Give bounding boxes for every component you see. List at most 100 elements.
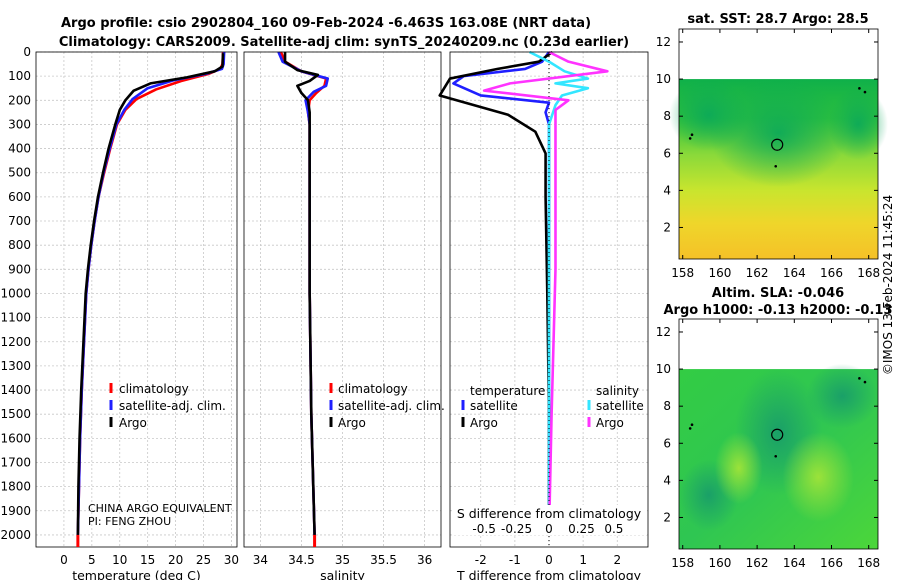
panel-sla_map: 2 4 6 8 10 12 158 160 162 164 166 168 (656, 318, 880, 570)
y-tick-label: 100 (8, 69, 31, 83)
x-tick-label: 160 (708, 266, 731, 280)
legend-label: satellite (470, 399, 518, 413)
y-tick-label: 1000 (0, 286, 31, 300)
x-tick-label: 34.5 (288, 553, 315, 567)
legend-label: satellite-adj. clim. (338, 399, 445, 413)
series-line-s-argo (482, 50, 609, 535)
s-tick-label: -0.5 (472, 522, 495, 536)
x-tick-label: 34 (253, 553, 268, 567)
figure-title-line2: Climatology: CARS2009. Satellite-adj cli… (59, 35, 629, 50)
s-tick-label: 0.5 (604, 522, 623, 536)
y-tick-label: 12 (656, 325, 671, 339)
y-tick-label: 1300 (0, 359, 31, 373)
panel-temperature: 0100200300400500600700800900100011001200… (0, 45, 239, 580)
x-tick-label: 0 (545, 553, 553, 567)
x-tick-label: 35 (335, 553, 350, 567)
y-tick-label: 2 (663, 220, 671, 234)
map-panels: sat. SST: 28.7 Argo: 28.5 2 4 6 8 10 12 158 160 1… (656, 12, 893, 570)
island-marker (688, 137, 692, 140)
x-tick-label: 160 (708, 556, 731, 570)
series-line-s-satellite (528, 50, 590, 535)
y-tick-label: 2 (663, 510, 671, 524)
island-marker (774, 454, 778, 458)
x-tick-label: 20 (168, 553, 183, 567)
series-line-t-argo (438, 50, 554, 535)
y-tick-label: 0 (23, 45, 31, 59)
island-marker (863, 90, 867, 94)
x-tick-label: 36 (417, 553, 432, 567)
plot-area (36, 52, 237, 547)
plot-frame (449, 51, 649, 548)
y-tick-label: 800 (8, 238, 31, 252)
y-tick-label: 1400 (0, 383, 31, 397)
y-tick-label: 10 (656, 362, 671, 376)
x-tick-label: -2 (475, 553, 487, 567)
y-tick-label: 600 (8, 190, 31, 204)
plot-frame (243, 51, 442, 548)
x-tick-label: 35.5 (370, 553, 397, 567)
y-tick-label: 12 (656, 35, 671, 49)
y-tick-label: 900 (8, 262, 31, 276)
panel-salinity: 34 34.5 35 35.5 36 salinity climatology satelli… (243, 51, 445, 580)
x-tick-label: 25 (196, 553, 211, 567)
legend-label: satellite-adj. clim. (119, 399, 226, 413)
x-tick-label: -1 (509, 553, 521, 567)
y-tick-label: 1200 (0, 335, 31, 349)
sla-map-title-line1: Altim. SLA: -0.046 (712, 286, 844, 301)
map-frame (678, 28, 879, 260)
s-axis-label: S difference from climatology (457, 506, 642, 521)
x-tick-label: 166 (820, 556, 843, 570)
sst-cool-patch (828, 88, 888, 161)
x-tick-label: 166 (820, 266, 843, 280)
y-tick-label: 200 (8, 93, 31, 107)
sst-map-title: sat. SST: 28.7 Argo: 28.5 (687, 12, 868, 27)
s-tick-label: 0 (545, 522, 553, 536)
s-tick-label: 0.25 (568, 522, 595, 536)
y-tick-label: 400 (8, 142, 31, 156)
y-tick-label: 1800 (0, 480, 31, 494)
x-axis-label: temperature (deg C) (72, 568, 201, 580)
series-line-argo (283, 52, 320, 535)
x-tick-label: 162 (746, 556, 769, 570)
legend-label: climatology (119, 382, 189, 396)
y-tick-label: 300 (8, 117, 31, 131)
y-tick-label: 4 (663, 183, 671, 197)
y-tick-label: 500 (8, 166, 31, 180)
x-tick-label: 5 (88, 553, 96, 567)
legend-label: climatology (338, 382, 408, 396)
y-tick-label: 4 (663, 473, 671, 487)
sst-map-group: sat. SST: 28.7 Argo: 28.5 (687, 12, 868, 27)
y-tick-label: 1900 (0, 504, 31, 518)
legend-label: Argo (338, 416, 366, 430)
attribution-line2: PI: FENG ZHOU (88, 515, 171, 528)
s-tick-label: -0.25 (501, 522, 532, 536)
y-tick-label: 1600 (0, 431, 31, 445)
x-tick-label: 2 (613, 553, 621, 567)
panel-sst_map: 2 4 6 8 10 12 158 160 162 164 166 168 (656, 28, 888, 280)
island-marker (858, 87, 861, 90)
x-axis-label: salinity (320, 568, 365, 580)
imos-timestamp: ©IMOS 13-Feb-2024 11:45:24 (881, 195, 895, 375)
x-tick-label: 15 (140, 553, 155, 567)
y-tick-label: 1100 (0, 311, 31, 325)
y-tick-label: 1700 (0, 455, 31, 469)
x-tick-label: 164 (783, 266, 806, 280)
legend-title-temperature: temperature (470, 384, 545, 398)
island-marker (688, 427, 692, 430)
y-tick-label: 8 (663, 399, 671, 413)
x-tick-label: 10 (112, 553, 127, 567)
x-tick-label: 164 (783, 556, 806, 570)
argo-location-marker (771, 428, 784, 441)
sla-low-region (806, 363, 878, 429)
x-tick-label: 162 (746, 266, 769, 280)
x-tick-label: 168 (857, 266, 880, 280)
legend-label: Argo (596, 416, 624, 430)
legend-title-salinity: salinity (596, 384, 639, 398)
x-tick-label: 168 (857, 556, 880, 570)
x-tick-label: 30 (224, 553, 239, 567)
y-tick-label: 6 (663, 436, 671, 450)
x-axis-label: T difference from climatology (456, 568, 642, 580)
sla-map-group: Altim. SLA: -0.046 Argo h1000: -0.13 h200… (663, 286, 892, 318)
x-tick-label: 158 (671, 266, 694, 280)
sla-high-region (714, 432, 763, 505)
